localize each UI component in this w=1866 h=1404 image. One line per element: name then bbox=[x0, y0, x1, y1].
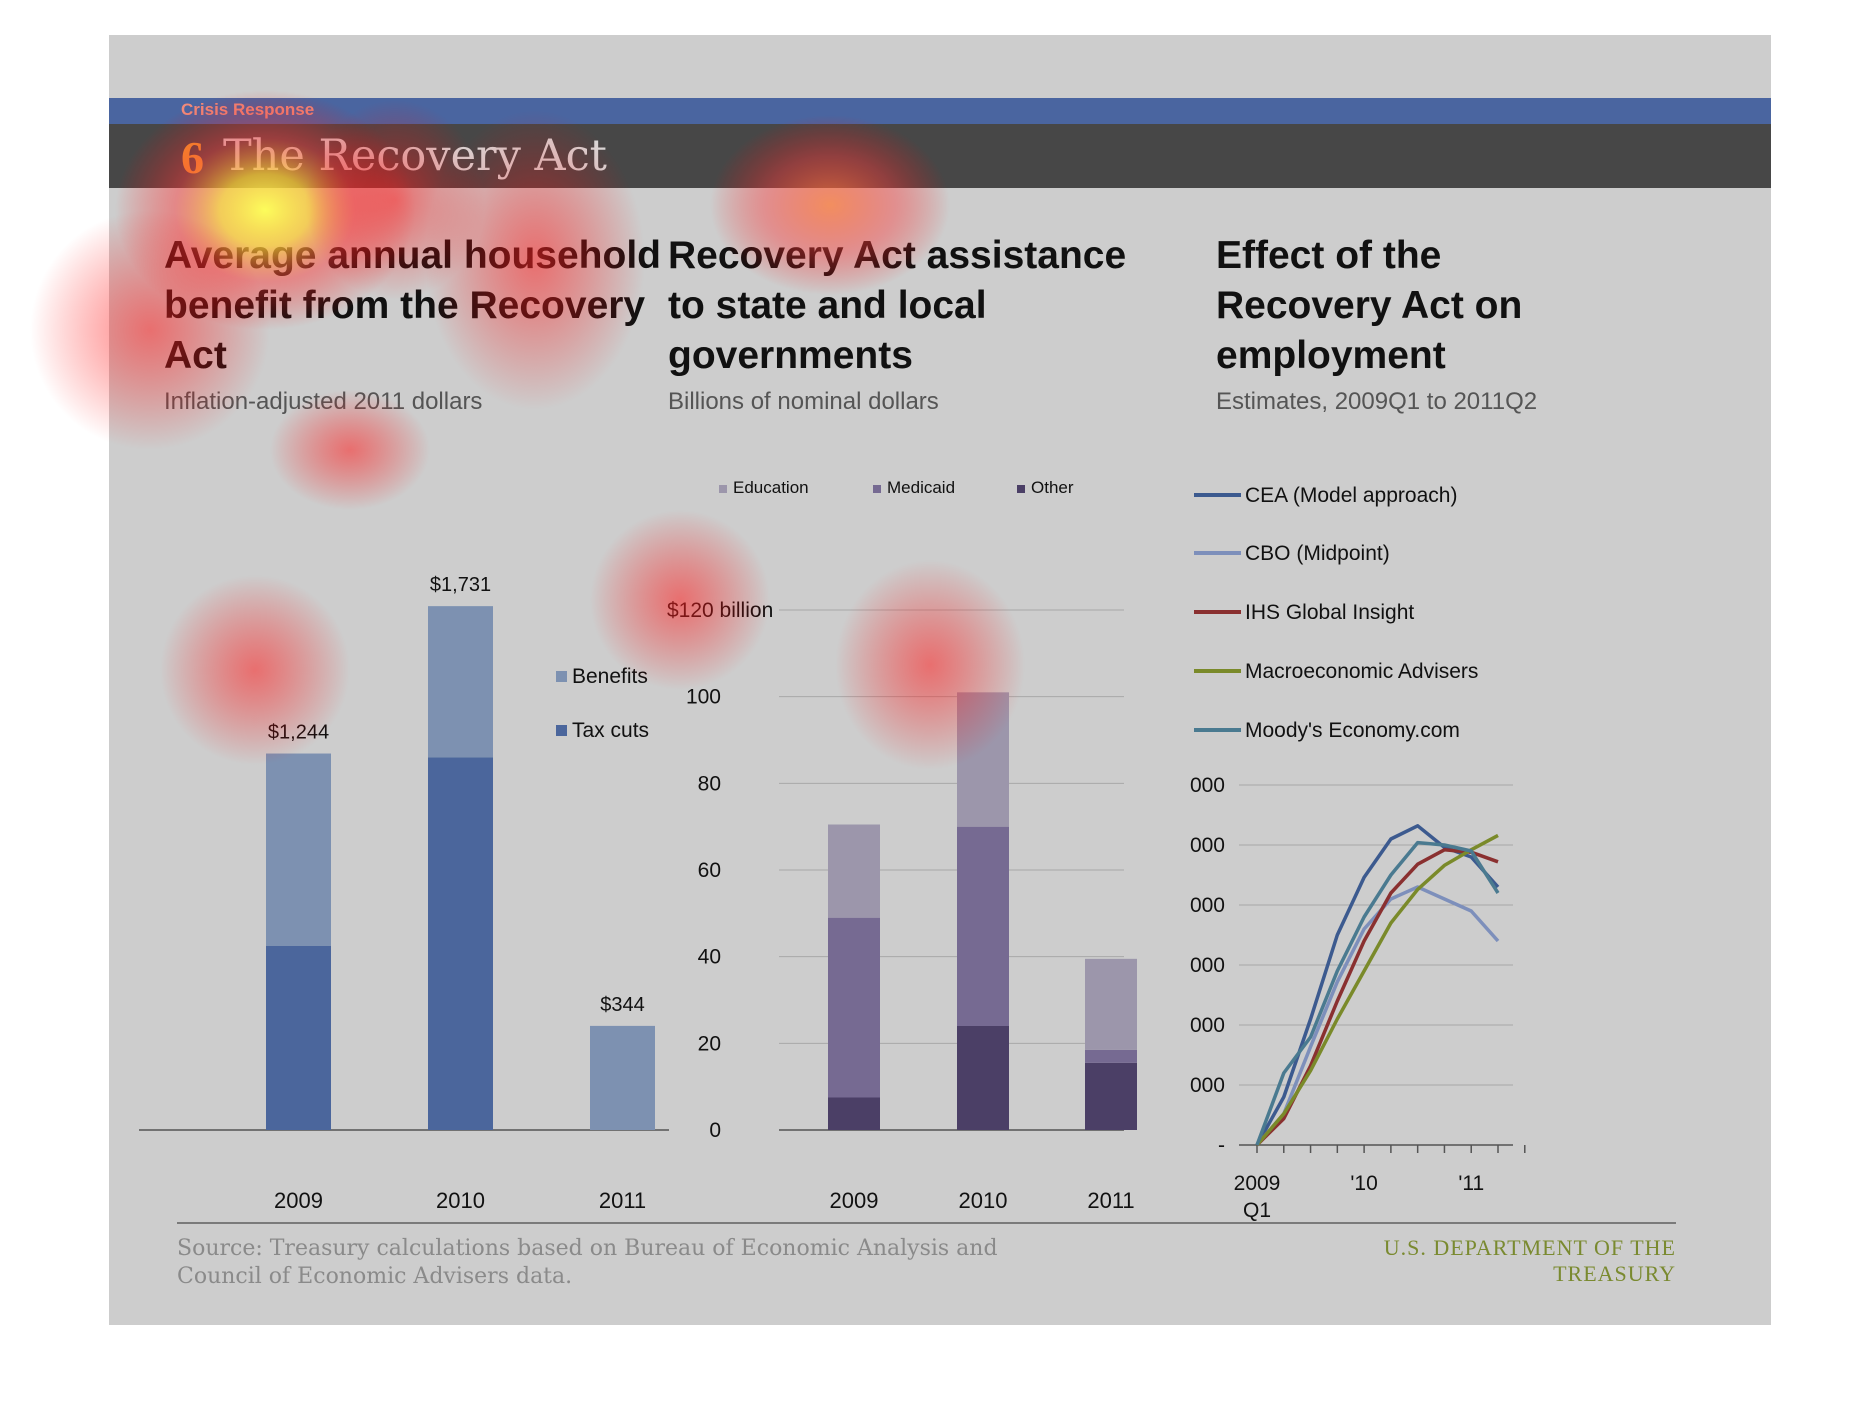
bar-benefits bbox=[266, 753, 331, 946]
y-tick-label: 20 bbox=[698, 1032, 721, 1055]
y-tick-label: 100 bbox=[686, 686, 721, 709]
bar-total-label: $344 bbox=[600, 994, 645, 1016]
bar-education bbox=[1085, 958, 1137, 1050]
legend-label: Education bbox=[733, 478, 809, 497]
x-tick-label: 2011 bbox=[1087, 1188, 1134, 1213]
panel1-subtitle: Inflation-adjusted 2011 dollars bbox=[164, 388, 483, 415]
slide-number: 6 bbox=[181, 132, 204, 183]
legend-label: Moody's Economy.com bbox=[1245, 719, 1460, 742]
y-tick-label: 2,500,000 bbox=[1189, 834, 1225, 857]
bar-medicaid bbox=[1085, 1049, 1137, 1063]
bar-tax-cuts bbox=[266, 946, 331, 1130]
legend-label: Tax cuts bbox=[572, 719, 649, 742]
x-tick-label: 2010 bbox=[959, 1188, 1008, 1213]
bar-total-label: $1,731 bbox=[430, 574, 491, 596]
legend-swatch bbox=[1017, 485, 1025, 493]
y-tick-label: 1,500,000 bbox=[1189, 954, 1225, 977]
y-tick-label: - bbox=[1218, 1134, 1225, 1157]
x-tick-label: '11 bbox=[1458, 1172, 1484, 1195]
y-tick-label: 1,000,000 bbox=[1189, 1014, 1225, 1037]
bar-medicaid bbox=[828, 917, 880, 1098]
bar-total-label: $1,244 bbox=[268, 722, 329, 744]
panel3-title: Effect of the Recovery Act on employment bbox=[1216, 234, 1523, 377]
bar-benefits bbox=[590, 1025, 655, 1130]
x-tick-label: 2009 bbox=[274, 1188, 323, 1213]
section-band bbox=[109, 98, 1771, 124]
legend-swatch bbox=[719, 485, 727, 493]
legend-label: Medicaid bbox=[887, 478, 955, 497]
x-tick-label: 2009 bbox=[1234, 1172, 1281, 1195]
section-label: Crisis Response bbox=[181, 100, 315, 119]
bar-medicaid bbox=[957, 826, 1009, 1026]
y-tick-label: 80 bbox=[698, 772, 721, 795]
bar-benefits bbox=[428, 606, 493, 758]
department-logo-text: U.S. DEPARTMENT OF THE TREASURY bbox=[1383, 1235, 1676, 1286]
panel2-title: Recovery Act assistance to state and loc… bbox=[668, 234, 1127, 377]
slide: Crisis Response 6 The Recovery Act Avera… bbox=[109, 35, 1771, 1325]
bar-other bbox=[957, 1026, 1009, 1130]
household-benefit-chart: $1,244 2009 $1,731 2010 $344 2011 Benefits Tax … bbox=[139, 574, 669, 1213]
x-tick-label: Q1 bbox=[1243, 1199, 1271, 1222]
y-tick-label: 0 bbox=[709, 1119, 721, 1142]
legend-swatch bbox=[556, 725, 567, 736]
bar-education bbox=[957, 692, 1009, 827]
footer-rule bbox=[177, 1222, 1676, 1224]
line-cbo-midpoint- bbox=[1255, 885, 1500, 1147]
legend-label: Macroeconomic Advisers bbox=[1245, 660, 1478, 683]
y-tick-label: 3,000,000 bbox=[1189, 774, 1225, 797]
y-tick-label: 40 bbox=[698, 946, 721, 969]
legend-swatch bbox=[556, 671, 567, 682]
legend-swatch bbox=[873, 485, 881, 493]
employment-effect-chart: 3,000,000 2,500,000 2,000,000 1,500,000 1,00… bbox=[1189, 484, 1526, 1222]
bar-education bbox=[828, 824, 880, 918]
legend-label: CBO (Midpoint) bbox=[1245, 542, 1390, 565]
state-local-assistance-chart: $120 billion 100 80 60 40 20 0 2009 2010 2011 Educ… bbox=[667, 478, 1137, 1213]
panel3-subtitle: Estimates, 2009Q1 to 2011Q2 bbox=[1216, 388, 1538, 415]
legend-label: Benefits bbox=[572, 665, 648, 688]
source-note: Source: Treasury calculations based on B… bbox=[177, 1236, 998, 1289]
slide-title: The Recovery Act bbox=[223, 131, 607, 181]
x-tick-label: 2009 bbox=[830, 1188, 879, 1213]
x-tick-label: '10 bbox=[1350, 1172, 1377, 1195]
panel1-title: Average annual household benefit from th… bbox=[164, 234, 661, 377]
legend-label: CEA (Model approach) bbox=[1245, 484, 1457, 507]
legend-label: IHS Global Insight bbox=[1245, 601, 1414, 624]
x-tick-label: 2010 bbox=[436, 1188, 485, 1213]
y-tick-label: 60 bbox=[698, 859, 721, 882]
bar-tax-cuts bbox=[428, 757, 493, 1130]
bar-other bbox=[1085, 1062, 1137, 1130]
panel2-subtitle: Billions of nominal dollars bbox=[668, 388, 939, 415]
y-tick-label: 500,000 bbox=[1189, 1074, 1225, 1097]
line-moody-s-economy-com bbox=[1255, 840, 1500, 1146]
legend-label: Other bbox=[1031, 478, 1074, 497]
x-tick-label: 2011 bbox=[599, 1188, 646, 1213]
line-macroeconomic-advisers bbox=[1255, 833, 1499, 1147]
y-tick-label: $120 billion bbox=[667, 599, 773, 622]
bar-other bbox=[828, 1097, 880, 1130]
y-tick-label: 2,000,000 bbox=[1189, 894, 1225, 917]
